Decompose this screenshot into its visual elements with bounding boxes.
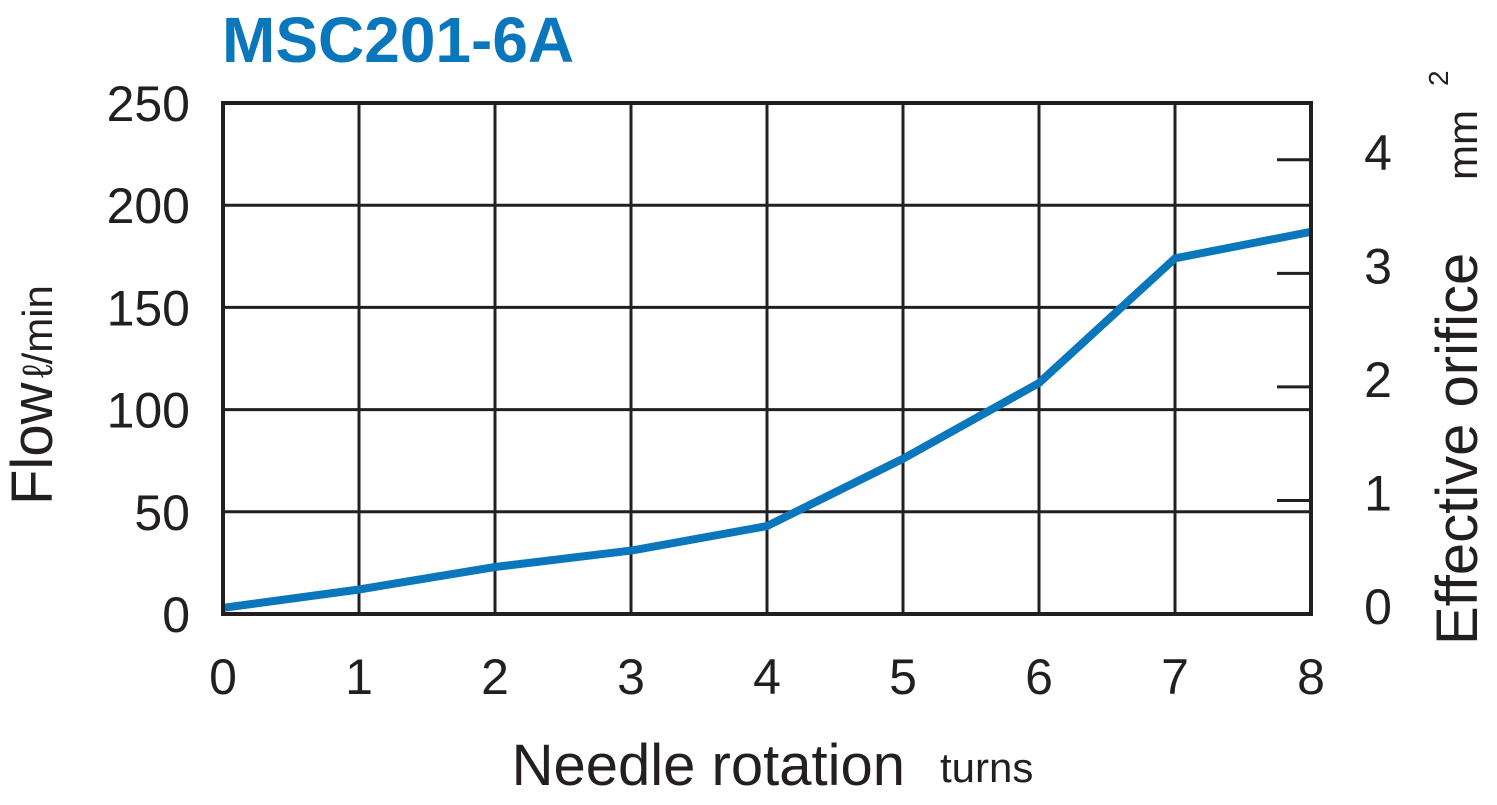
- y2-tick-label: 1: [1364, 465, 1392, 521]
- y-axis-label: Flow: [0, 381, 65, 505]
- y-tick-label: 50: [134, 485, 190, 541]
- y-axis-unit: ℓ/min: [14, 285, 61, 378]
- y2-tick-label: 2: [1364, 352, 1392, 408]
- y2-tick-label: 3: [1364, 238, 1392, 294]
- x-tick-label: 8: [1297, 649, 1325, 705]
- series-line: [222, 227, 1312, 612]
- chart-title: MSC201-6A: [222, 4, 574, 76]
- y-tick-label: 100: [107, 383, 190, 439]
- y2-axis-unit: mm: [1439, 110, 1486, 180]
- x-tick-label: 4: [753, 649, 781, 705]
- y-tick-label: 200: [107, 178, 190, 234]
- y2-axis-unit-superscript: 2: [1423, 70, 1454, 86]
- plot-frame: [221, 101, 1313, 616]
- x-tick-label: 2: [481, 649, 509, 705]
- x-tick-label: 5: [889, 649, 917, 705]
- y-tick-labels: 0 50 100 150 200 250: [107, 76, 190, 643]
- x-tick-label: 6: [1025, 649, 1053, 705]
- y2-axis-label: Effective orifice: [1425, 253, 1490, 645]
- x-tick-label: 3: [617, 649, 645, 705]
- x-tick-labels: 0 1 2 3 4 5 6 7 8: [209, 649, 1325, 705]
- y-tick-label: 150: [107, 280, 190, 336]
- x-axis-label: Needle rotation: [512, 733, 905, 798]
- y2-tick-labels: 0 1 2 3 4: [1364, 125, 1392, 635]
- series-layer: [222, 227, 1312, 612]
- y2-tick-label: 4: [1364, 125, 1392, 181]
- x-tick-label: 1: [345, 649, 373, 705]
- x-tick-label: 0: [209, 649, 237, 705]
- y-tick-label: 250: [107, 76, 190, 132]
- grid: [221, 101, 1313, 616]
- y-tick-label: 0: [162, 587, 190, 643]
- right-axis-ticks: [1277, 158, 1311, 502]
- x-axis-unit: turns: [940, 744, 1033, 791]
- x-tick-label: 7: [1161, 649, 1189, 705]
- y2-tick-label: 0: [1364, 579, 1392, 635]
